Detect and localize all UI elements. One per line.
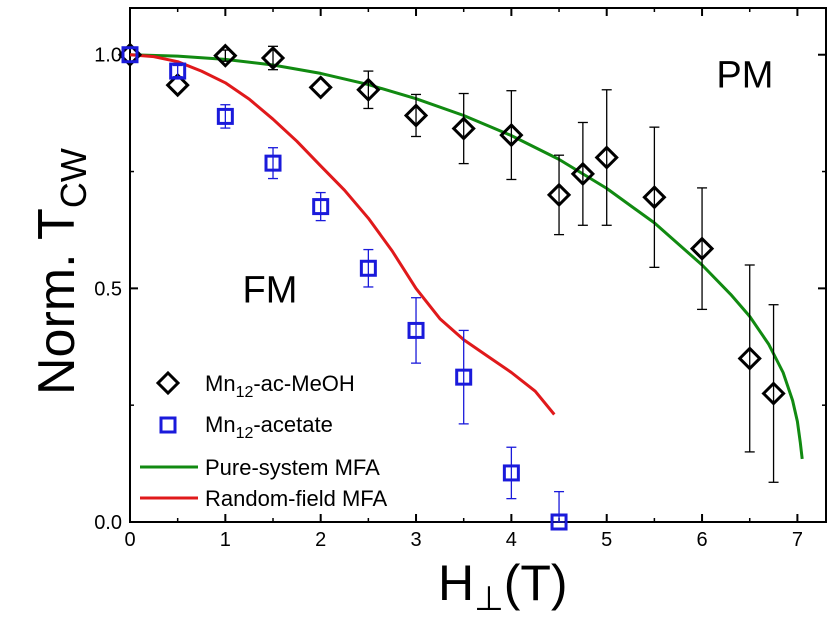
- data-point: [570, 121, 595, 226]
- axis-ticks: [129, 8, 826, 523]
- data-point: [761, 304, 786, 483]
- y-axis-title-sub: CW: [53, 148, 94, 208]
- data-point: [455, 329, 473, 425]
- x-tick-label: 4: [506, 529, 517, 551]
- legend: Mn12-ac-MeOH Mn12-acetate Pure-system MF…: [140, 370, 388, 511]
- y-axis-title-main: Norm. T: [28, 208, 86, 395]
- data-point: [451, 92, 476, 165]
- x-axis-title-suffix: (T): [504, 555, 568, 611]
- data-point: [546, 154, 572, 236]
- x-axis-title-main: H: [438, 555, 474, 611]
- square-marker: [502, 464, 520, 482]
- plot-border: [129, 7, 827, 523]
- diamond-marker: [689, 236, 715, 261]
- y-axis-title: Norm. TCW: [28, 148, 94, 395]
- data-point: [642, 126, 667, 268]
- annotation-pm: PM: [716, 54, 773, 96]
- diamond-marker: [260, 45, 286, 71]
- square-marker: [169, 62, 187, 80]
- data-point: [169, 62, 187, 80]
- diamond-marker: [594, 145, 619, 170]
- square-marker: [121, 46, 139, 64]
- legend-diamond-marker: [155, 370, 181, 396]
- diamond-marker: [308, 75, 333, 100]
- data-point: [594, 89, 619, 226]
- legend-item-mn12-acetate: Mn12-acetate: [159, 412, 333, 442]
- diamond-marker: [499, 122, 524, 148]
- legend-item-mn12-ac-meoh: Mn12-ac-MeOH: [155, 370, 355, 401]
- legend-label-mn12-acetate: Mn12-acetate: [205, 412, 333, 442]
- x-tick-label: 5: [601, 529, 612, 551]
- data-point: [407, 297, 425, 364]
- data-point: [165, 72, 190, 98]
- x-tick-label: 3: [410, 529, 421, 551]
- diamond-marker: [165, 72, 190, 98]
- data-point: [260, 45, 286, 71]
- data-point: [308, 75, 333, 100]
- legend-label-random-field-mfa: Random-field MFA: [205, 486, 388, 511]
- series-points-1: [121, 46, 568, 531]
- series-line-3: [129, 53, 556, 416]
- data-point: [550, 490, 568, 531]
- y-tick-label: 0.0: [94, 512, 122, 534]
- legend-square-marker: [159, 416, 177, 434]
- x-tick-label: 6: [696, 529, 707, 551]
- legend-item-random-field-mfa: Random-field MFA: [140, 486, 388, 511]
- x-axis-title-sub: ⊥: [474, 580, 504, 618]
- data-point: [216, 104, 234, 129]
- legend-label-pure-system-mfa: Pure-system MFA: [205, 455, 380, 480]
- diamond-marker: [451, 116, 476, 141]
- data-point: [502, 446, 520, 500]
- data-point: [312, 191, 330, 222]
- square-marker: [550, 513, 568, 531]
- diamond-marker: [761, 381, 786, 406]
- square-marker: [312, 198, 330, 216]
- plot-frame: [129, 7, 827, 523]
- tick-labels: 0 1 2 3 4 5 6 7 0.0 0.5 1.0: [94, 45, 803, 551]
- square-marker: [216, 107, 234, 125]
- data-point: [264, 147, 282, 180]
- diamond-marker: [737, 346, 762, 371]
- data-point: [403, 93, 429, 138]
- square-marker: [407, 321, 425, 339]
- legend-label-mn12-ac-meoh: Mn12-ac-MeOH: [205, 371, 355, 401]
- square-marker: [455, 368, 473, 386]
- diamond-marker: [570, 161, 595, 187]
- data-point: [356, 70, 381, 110]
- y-tick-label: 1.0: [94, 45, 122, 67]
- data-point: [121, 46, 139, 64]
- series-points-0: [117, 42, 786, 483]
- data-point: [359, 248, 377, 288]
- square-marker: [359, 259, 377, 277]
- legend-item-pure-system-mfa: Pure-system MFA: [140, 455, 380, 480]
- diamond-marker: [356, 77, 381, 102]
- square-marker: [264, 154, 282, 172]
- x-axis-title: H⊥(T): [438, 555, 568, 618]
- x-tick-label: 7: [792, 529, 803, 551]
- x-tick-label: 2: [315, 529, 326, 551]
- diamond-marker: [213, 43, 238, 68]
- y-tick-label: 0.5: [94, 278, 122, 300]
- annotation-fm: FM: [243, 269, 298, 311]
- data-point: [213, 43, 238, 68]
- x-tick-label: 1: [220, 529, 231, 551]
- x-tick-label: 0: [124, 529, 135, 551]
- data-point: [689, 187, 715, 311]
- data-markers: [117, 42, 786, 531]
- diamond-marker: [546, 182, 572, 208]
- data-point: [499, 90, 524, 181]
- data-point: [737, 264, 762, 453]
- diamond-marker: [403, 103, 429, 128]
- diamond-marker: [642, 185, 667, 210]
